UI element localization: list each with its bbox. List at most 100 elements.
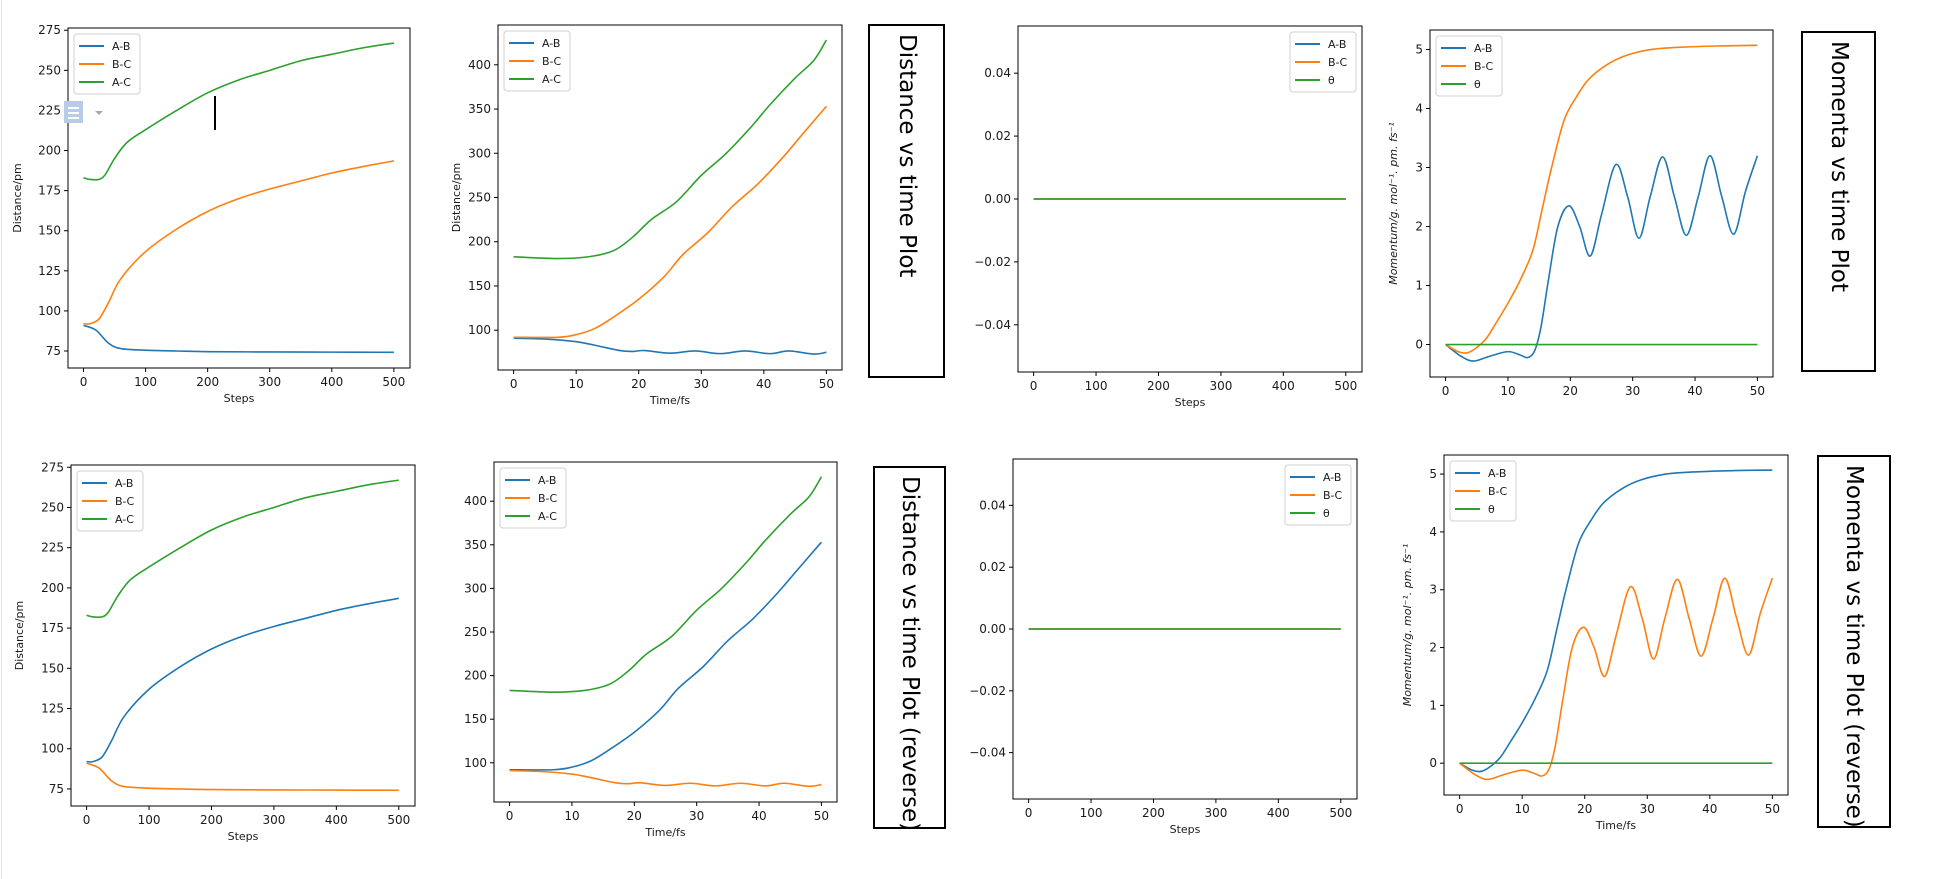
y-axis-label: Distance/pm bbox=[13, 601, 26, 671]
x-tick-label: 0 bbox=[1442, 384, 1450, 398]
chart-1: 0 10 20 30 40 50 100 150 200 250 300 350 400 Time/fs D… bbox=[450, 24, 843, 407]
series-line-A-C bbox=[83, 42, 394, 181]
y-tick-label: 0.00 bbox=[984, 192, 1011, 206]
x-tick-label: 0 bbox=[80, 375, 88, 389]
y-tick-label: 125 bbox=[41, 702, 64, 716]
axes-frame bbox=[1443, 454, 1789, 796]
x-tick-label: 200 bbox=[196, 375, 219, 389]
x-tick-label: 20 bbox=[627, 809, 642, 823]
x-tick-label: 100 bbox=[1080, 806, 1103, 820]
y-axis-label: Distance/pm bbox=[450, 163, 463, 233]
y-tick-label: 3 bbox=[1429, 583, 1437, 597]
x-axis-label: Time/fs bbox=[1580, 401, 1621, 414]
x-tick-label: 400 bbox=[1272, 379, 1295, 393]
paste-options-icon[interactable] bbox=[64, 101, 83, 123]
x-tick-label: 200 bbox=[1142, 806, 1165, 820]
x-tick-label: 30 bbox=[1625, 384, 1640, 398]
series-line-B-C bbox=[509, 769, 822, 788]
y-tick-label: 150 bbox=[41, 661, 64, 675]
x-tick-label: 500 bbox=[387, 813, 410, 827]
legend-label: A-B bbox=[115, 477, 133, 490]
x-tick-label: 40 bbox=[1702, 802, 1717, 816]
x-tick-label: 0 bbox=[506, 809, 514, 823]
x-tick-label: 400 bbox=[325, 813, 348, 827]
legend-label: θ bbox=[1474, 78, 1481, 91]
y-tick-label: 5 bbox=[1429, 467, 1437, 481]
legend-label: A-B bbox=[542, 37, 560, 50]
x-tick-label: 300 bbox=[262, 813, 285, 827]
y-tick-label: 4 bbox=[1415, 101, 1423, 115]
y-tick-label: 100 bbox=[38, 304, 61, 318]
x-tick-label: 500 bbox=[1334, 379, 1357, 393]
x-tick-label: 0 bbox=[510, 377, 518, 391]
x-tick-label: 400 bbox=[1267, 806, 1290, 820]
legend-label: B-C bbox=[112, 58, 132, 71]
x-axis-label: Steps bbox=[1170, 823, 1201, 836]
legend-frame bbox=[1289, 31, 1357, 93]
series-line-A-C bbox=[509, 476, 823, 693]
y-tick-label: 0 bbox=[1429, 756, 1437, 770]
legend-label: A-C bbox=[112, 76, 131, 89]
x-tick-label: 500 bbox=[1329, 806, 1352, 820]
legend: A-B B-C A-C bbox=[73, 33, 141, 95]
axes-frame bbox=[67, 27, 411, 369]
chart-6: 0 100 200 300 400 500 −0.04 −0.02 0.00 0.02 0.04 St… bbox=[969, 458, 1358, 836]
x-axis-label: Time/fs bbox=[644, 826, 685, 839]
x-tick-label: 30 bbox=[689, 809, 704, 823]
x-tick-label: 100 bbox=[138, 813, 161, 827]
chart-3: 0 10 20 30 40 50 0 1 2 3 4 5 Time/fs Momentum/g. mol⁻… bbox=[1387, 29, 1774, 414]
x-tick-label: 0 bbox=[83, 813, 91, 827]
x-tick-label: 50 bbox=[819, 377, 834, 391]
y-tick-label: 225 bbox=[38, 103, 61, 117]
y-tick-label: 175 bbox=[38, 184, 61, 198]
y-tick-label: 1 bbox=[1415, 279, 1423, 293]
legend: A-B B-C A-C bbox=[499, 467, 567, 529]
series-line-A-B bbox=[1459, 469, 1773, 773]
side-label-distance: Distance vs time Plot bbox=[893, 34, 920, 278]
y-tick-label: 100 bbox=[41, 742, 64, 756]
y-tick-label: 250 bbox=[38, 63, 61, 77]
legend: A-B B-C θ bbox=[1284, 464, 1352, 526]
x-tick-label: 400 bbox=[320, 375, 343, 389]
chart-4: 0 100 200 300 400 500 75 100 125 150 175 200 225 250 2… bbox=[13, 460, 416, 843]
legend-label: B-C bbox=[1474, 60, 1494, 73]
x-tick-label: 20 bbox=[1563, 384, 1578, 398]
x-tick-label: 300 bbox=[258, 375, 281, 389]
side-label-momenta: Momenta vs time Plot bbox=[1825, 41, 1852, 293]
y-tick-label: 150 bbox=[464, 712, 487, 726]
legend: A-B B-C θ bbox=[1289, 31, 1357, 93]
series-line-A-C bbox=[86, 479, 399, 619]
y-axis-label: Momentum/g. mol⁻¹. pm. fs⁻¹ bbox=[1387, 122, 1400, 285]
y-tick-label: 125 bbox=[38, 264, 61, 278]
side-label-box-momenta-reverse: Momenta vs time Plot (reverse) bbox=[1817, 455, 1891, 828]
legend-frame bbox=[76, 470, 144, 532]
y-tick-label: 0.04 bbox=[984, 66, 1011, 80]
series-line-A-C bbox=[513, 39, 828, 260]
legend-frame bbox=[503, 30, 571, 92]
x-tick-label: 10 bbox=[1500, 384, 1515, 398]
legend-label: B-C bbox=[1488, 485, 1508, 498]
y-tick-label: 2 bbox=[1415, 220, 1423, 234]
legend-label: B-C bbox=[1328, 56, 1348, 69]
chevron-down-icon[interactable] bbox=[95, 111, 103, 115]
y-tick-label: 250 bbox=[41, 500, 64, 514]
series-line-A-B bbox=[83, 324, 394, 354]
y-tick-label: 0.02 bbox=[984, 129, 1011, 143]
y-tick-label: 200 bbox=[41, 581, 64, 595]
y-tick-label: 2 bbox=[1429, 641, 1437, 655]
legend-frame bbox=[73, 33, 141, 95]
legend-label: B-C bbox=[542, 55, 562, 68]
series-line-B-C bbox=[513, 105, 827, 339]
y-tick-label: 350 bbox=[464, 538, 487, 552]
x-tick-label: 0 bbox=[1456, 802, 1464, 816]
x-tick-label: 500 bbox=[382, 375, 405, 389]
y-tick-label: 150 bbox=[468, 279, 491, 293]
y-axis-label: Distance/pm bbox=[11, 163, 24, 233]
chart-2: 0 100 200 300 400 500 −0.04 −0.02 0.00 0.02 0.04 St… bbox=[974, 25, 1363, 409]
legend: A-B B-C A-C bbox=[76, 470, 144, 532]
legend: A-B B-C θ bbox=[1449, 460, 1517, 522]
legend-label: θ bbox=[1323, 507, 1330, 520]
x-tick-label: 100 bbox=[134, 375, 157, 389]
